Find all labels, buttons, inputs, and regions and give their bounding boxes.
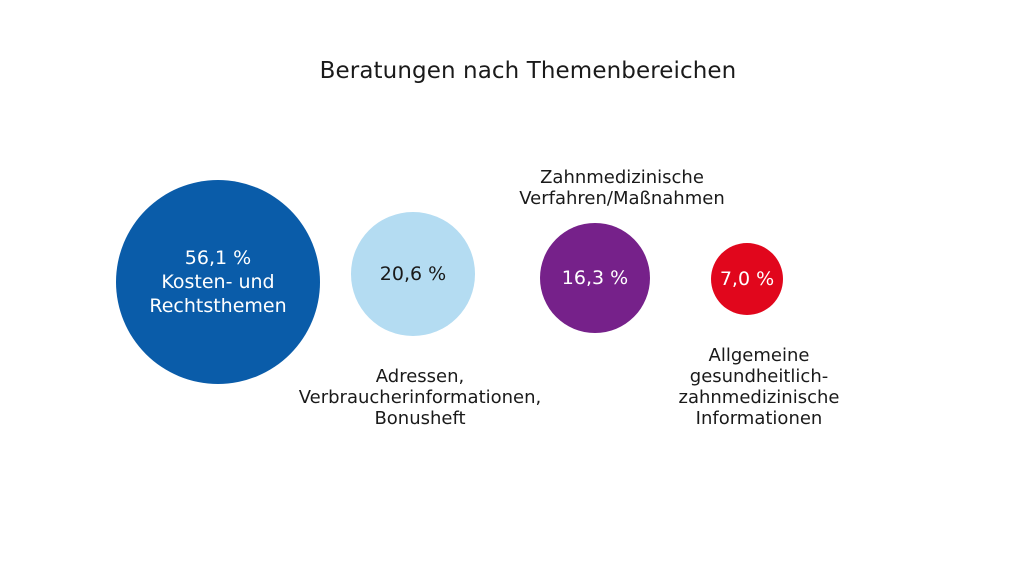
bubble-category-label: Adressen, Verbraucherinformationen, Bonush… [270,366,570,429]
category-label-line: Allgemeine [708,345,810,366]
category-label-line: Zahnmedizinische [540,167,704,188]
category-label-line: Bonusheft [374,408,466,429]
bubble-3: 16,3 % [540,223,650,333]
category-label-line: zahnmedizinische [678,387,840,408]
bubble-category-label: Allgemeine gesundheitlich-zahnmedizinisch… [649,345,869,429]
bubble-category-label: Zahnmedizinische Verfahren/Maßnahmen [492,167,752,209]
bubble-value-label: 20,6 % [379,262,447,285]
bubble-1: 56,1 % Kosten- und Rechtsthemen [116,180,320,384]
category-label-line: Verbraucherinformationen, [298,387,542,408]
bubble-4: 7,0 % [710,242,784,316]
bubble-value-label: 56,1 % [184,247,252,269]
category-label-line: gesundheitlich- [689,366,829,387]
bubble-inner-label-line: Kosten- und [161,271,275,293]
bubble-2: 20,6 % [351,212,475,336]
category-label-line: Informationen [695,408,823,429]
category-label-line: Verfahren/Maßnahmen [519,188,725,209]
chart-title: Beratungen nach Themenbereichen [319,58,737,84]
bubble-value-label: 16,3 % [561,266,629,289]
category-label-line: Adressen, [375,366,465,387]
bubble-inner-label-line: Rechtsthemen [149,295,287,317]
bubble-value-label: 7,0 % [719,267,775,290]
